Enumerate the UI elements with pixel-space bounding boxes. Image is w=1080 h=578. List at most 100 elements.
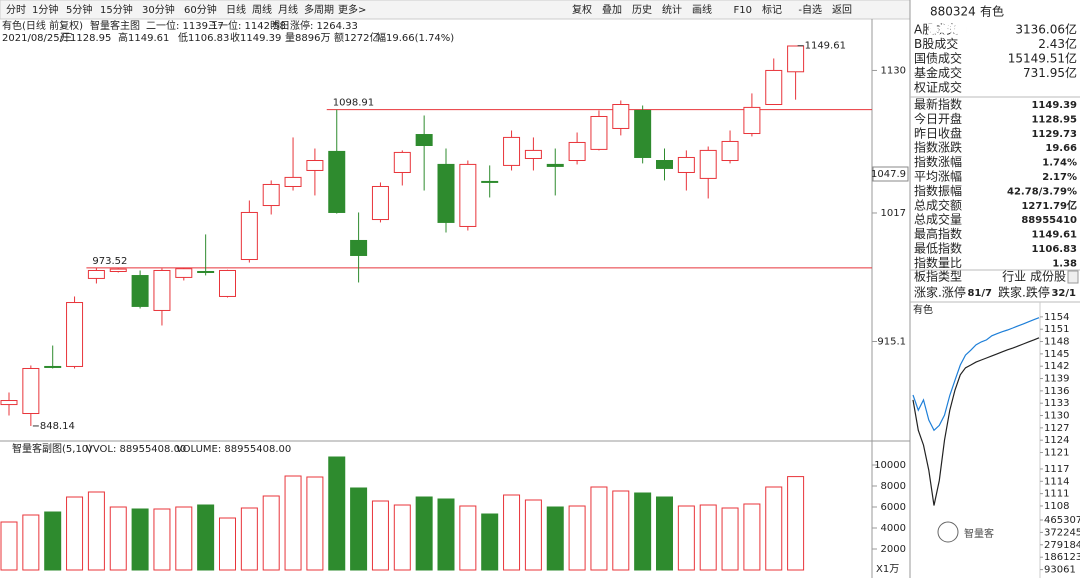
tool-button[interactable]: 历史	[632, 4, 652, 16]
row-value: 42.78/3.79%	[1007, 186, 1077, 197]
period-tab[interactable]: 多周期	[304, 3, 334, 16]
y-tick-label: 8000	[881, 481, 906, 492]
candle-body	[328, 150, 346, 213]
volume-bar	[219, 517, 236, 571]
period-tab[interactable]: 更多>	[338, 3, 366, 16]
chart-name: 有色(日线 前复权)	[2, 19, 83, 32]
volume-bar	[371, 500, 389, 571]
volume-bar	[415, 496, 433, 571]
candle-body	[0, 400, 18, 406]
y-tick-label: 1114	[1044, 476, 1069, 487]
volume-bar	[503, 494, 521, 571]
volume-bar	[743, 503, 761, 571]
watermark: 智量客	[964, 527, 994, 540]
candle-body	[153, 269, 171, 311]
candle-body	[22, 367, 40, 415]
volume-bar	[328, 456, 346, 571]
row-value: 1129.73	[1031, 129, 1077, 140]
volume-bar	[590, 486, 608, 571]
volume-bar	[699, 504, 717, 571]
volume-bar	[393, 504, 411, 571]
summary-label: 基金成交	[914, 65, 962, 80]
candle-body	[546, 163, 564, 167]
candle-body	[765, 69, 783, 106]
candle-body	[699, 149, 717, 179]
candle-body	[524, 149, 542, 159]
tool-button[interactable]: 标记	[762, 4, 782, 16]
volume-bar	[175, 506, 193, 571]
row-value: 1128.95	[1031, 114, 1077, 125]
candle-body	[175, 268, 193, 278]
intraday-line	[912, 337, 1040, 506]
row-label: 指数振幅	[914, 183, 962, 198]
stat: 二一位: 1139.17	[146, 19, 224, 32]
volume-bar	[240, 507, 258, 571]
indicator-name: 智量客主图	[90, 19, 140, 32]
candle-body	[459, 163, 477, 227]
candle-body	[44, 365, 62, 368]
candle-body	[568, 141, 586, 162]
sector-value: 行业 成份股	[1002, 270, 1066, 284]
extreme-label: 1149.61	[805, 41, 846, 52]
period-tab[interactable]: 日线	[226, 3, 246, 16]
volume-bar	[612, 490, 630, 571]
panel-name: 有色	[980, 5, 1004, 19]
y-tick-label: 1111	[1044, 489, 1069, 500]
sector-label: 板指类型	[914, 269, 962, 284]
row-value: 88955410	[1021, 215, 1077, 226]
volume-bar	[153, 508, 171, 571]
period-tab[interactable]: 月线	[278, 3, 298, 16]
summary-value: 3136.06亿	[1015, 22, 1077, 37]
candle-body	[262, 183, 280, 207]
candle-body	[306, 160, 324, 171]
row-label: 最新指数	[914, 97, 962, 112]
period-tab[interactable]: 5分钟	[66, 3, 92, 16]
y-tick-label: 1117	[1044, 464, 1069, 475]
y-tick-label: 1130	[881, 65, 906, 76]
tool-button[interactable]: 统计	[662, 3, 682, 16]
tool-button[interactable]: -自选	[798, 3, 822, 16]
level-label: 973.52	[92, 256, 127, 267]
row-label: 总成交额	[914, 197, 962, 212]
quote-info: 额1272亿	[334, 31, 379, 44]
cursor-box	[872, 166, 909, 182]
y-tick-label: 1136	[1044, 386, 1069, 397]
dropdown[interactable]	[1067, 270, 1079, 284]
period-tab[interactable]: 30分钟	[142, 3, 175, 16]
volume-bar	[44, 511, 62, 571]
volume-bar	[787, 476, 805, 571]
candle-body	[393, 151, 411, 173]
period-tab[interactable]: 1分钟	[32, 3, 58, 16]
row-value: 1149.61	[1031, 230, 1077, 241]
volume-bar	[524, 499, 542, 571]
period-tab[interactable]: 分时	[6, 4, 26, 16]
y-tick-label: 93061	[1044, 565, 1076, 576]
volume-bar	[677, 505, 695, 571]
summary-value: 731.95亿	[1023, 65, 1077, 80]
summary-label: 权证成交	[914, 80, 962, 95]
tool-button[interactable]: F10	[734, 5, 752, 16]
quote-info: 2021/08/25/三	[2, 33, 73, 44]
period-tab[interactable]: 60分钟	[184, 3, 217, 16]
y-tick-label: 1124	[1044, 435, 1069, 446]
candle-body	[612, 104, 630, 129]
row-value: 1.38	[1052, 258, 1077, 269]
candle-body	[131, 275, 149, 307]
y-tick-label: 465307	[1044, 515, 1080, 526]
level-label: 1098.91	[333, 98, 374, 109]
period-tab[interactable]: 15分钟	[100, 3, 133, 16]
period-tab[interactable]: 周线	[252, 3, 272, 16]
row-label: 平均涨幅	[914, 169, 962, 184]
tool-button[interactable]: 叠加	[602, 4, 622, 16]
intraday-line	[912, 317, 1040, 432]
volume-bar	[459, 505, 477, 571]
tool-button[interactable]: 画线	[692, 3, 712, 16]
row-label: 昨日收盘	[914, 125, 962, 140]
candle-body	[743, 106, 761, 135]
tool-button[interactable]: 复权	[572, 3, 592, 16]
candle-body	[481, 180, 499, 183]
summary-value: 15149.51亿	[1008, 51, 1077, 66]
tool-button[interactable]: 返回	[832, 4, 852, 16]
quote-info: 收1149.39	[230, 31, 281, 44]
y-tick-label: 1148	[1044, 337, 1069, 348]
